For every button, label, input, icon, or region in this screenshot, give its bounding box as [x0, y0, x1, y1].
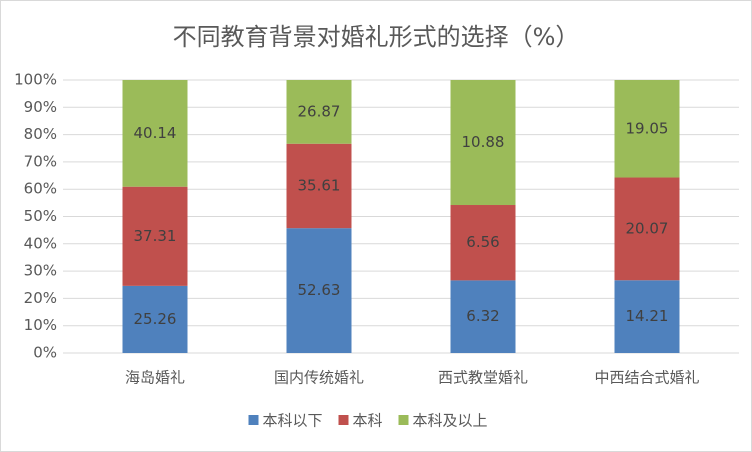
data-label: 37.31	[134, 227, 177, 245]
x-tick-label: 中西结合式婚礼	[594, 369, 699, 387]
data-label: 20.07	[626, 219, 669, 237]
x-tick-label: 海岛婚礼	[125, 369, 185, 387]
data-label: 35.61	[298, 176, 341, 194]
legend-swatch	[338, 415, 349, 425]
bar-segment	[614, 177, 680, 281]
data-label: 25.26	[134, 310, 177, 328]
bar-segment	[122, 80, 188, 187]
legend-swatch	[248, 415, 259, 425]
y-tick-label: 50%	[24, 207, 57, 225]
data-label: 6.56	[466, 233, 499, 251]
y-tick-label: 80%	[24, 125, 57, 143]
y-tick-label: 100%	[14, 71, 57, 89]
bar-segment	[450, 80, 516, 206]
y-tick-label: 90%	[24, 98, 57, 116]
legend-swatch	[398, 415, 409, 425]
y-tick-label: 40%	[24, 234, 57, 252]
data-label: 26.87	[298, 102, 341, 120]
legend-label: 本科	[353, 412, 383, 430]
y-tick-label: 10%	[24, 316, 57, 334]
bar-segment	[286, 80, 352, 144]
bar-segment	[122, 285, 188, 353]
data-label: 10.88	[462, 133, 505, 151]
bar-segment	[286, 228, 352, 353]
legend-label: 本科以下	[263, 412, 323, 430]
data-label: 19.05	[626, 119, 669, 137]
data-label: 40.14	[134, 124, 177, 142]
y-tick-label: 70%	[24, 152, 57, 170]
chart-title: 不同教育背景对婚礼形式的选择（%）	[173, 23, 580, 51]
y-tick-label: 0%	[33, 344, 57, 362]
bar-segment	[614, 80, 680, 178]
bar-segment	[286, 143, 352, 229]
data-label: 52.63	[298, 281, 341, 299]
bar-segment	[122, 186, 188, 286]
data-label: 6.32	[466, 307, 499, 325]
y-tick-label: 30%	[24, 262, 57, 280]
x-tick-label: 西式教堂婚礼	[438, 369, 528, 387]
legend-label: 本科及以上	[413, 412, 488, 430]
y-tick-label: 60%	[24, 180, 57, 198]
data-label: 14.21	[626, 307, 669, 325]
bar-segment	[614, 280, 680, 353]
x-tick-label: 国内传统婚礼	[274, 369, 364, 387]
bar-segment	[450, 205, 516, 281]
y-tick-label: 20%	[24, 289, 57, 307]
bar-segment	[450, 280, 516, 353]
